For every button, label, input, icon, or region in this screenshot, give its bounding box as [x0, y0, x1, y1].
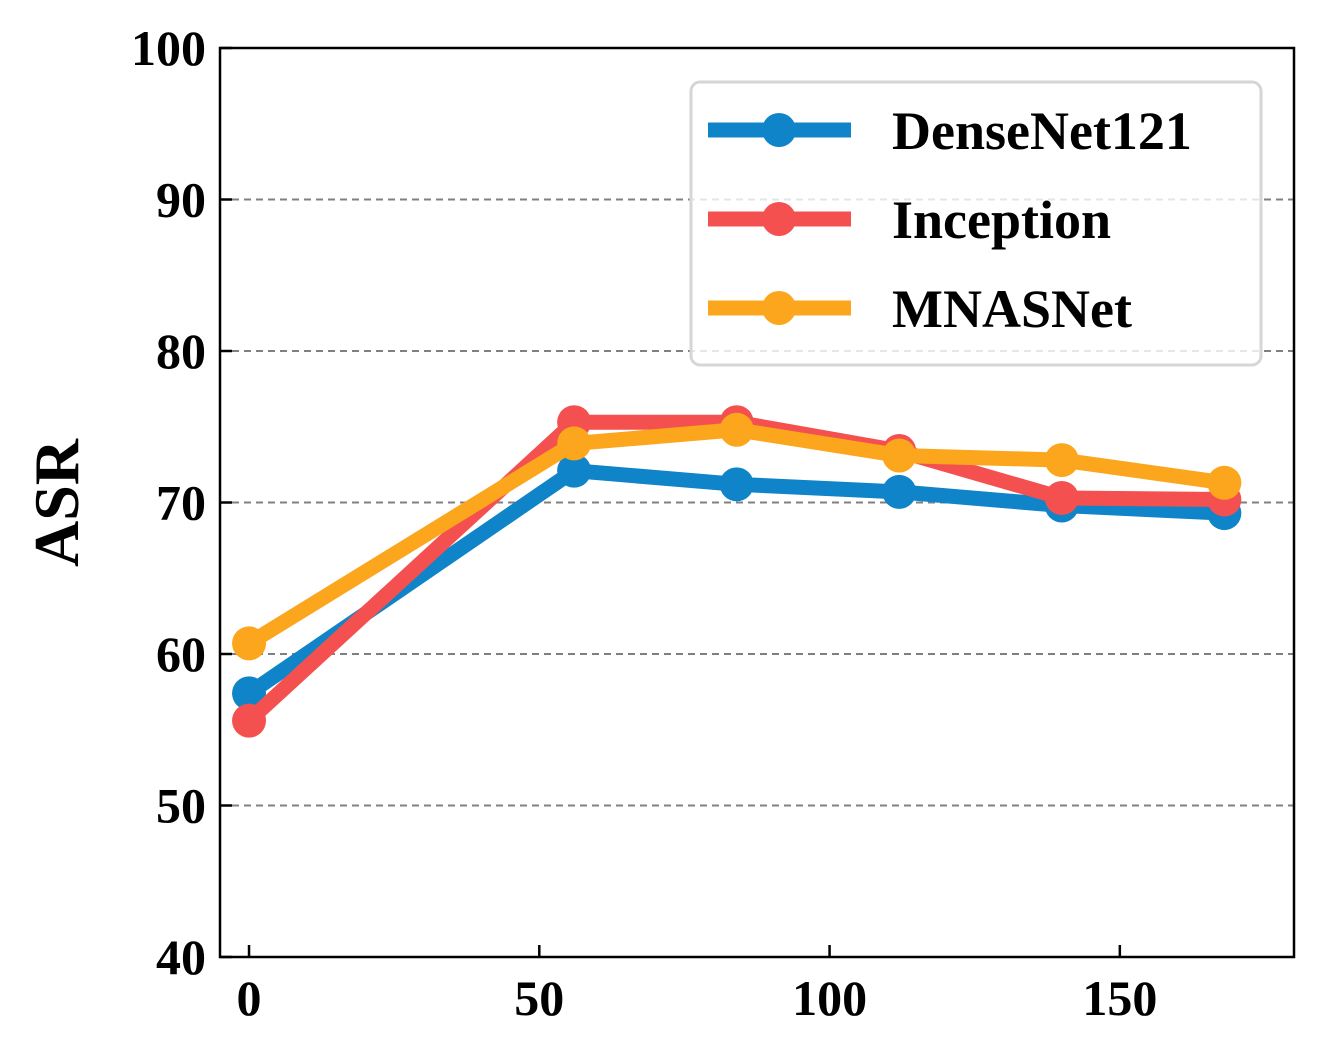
y-tick-label: 70: [156, 475, 206, 531]
legend-label: MNASNet: [892, 279, 1132, 339]
series-inception: [232, 405, 1242, 738]
data-point-mnasnet: [557, 426, 592, 461]
legend-item-densenet121: DenseNet121: [708, 101, 1192, 161]
data-point-inception: [232, 703, 267, 738]
y-tick-label: 60: [156, 626, 206, 682]
x-tick-label: 150: [1082, 970, 1157, 1026]
x-tick-label: 0: [237, 970, 262, 1026]
y-axis-title: ASR: [21, 438, 92, 567]
legend-item-mnasnet: MNASNet: [708, 279, 1132, 339]
series-line-densenet121: [244, 463, 1225, 700]
y-tick-label: 50: [156, 778, 206, 834]
legend-label: DenseNet121: [892, 101, 1192, 161]
data-point-densenet121: [232, 676, 267, 711]
legend-box: [689, 80, 1263, 367]
axis-ticks: 40 50 60 70 80 90 100 0 50 100 150: [131, 20, 1157, 1026]
legend: DenseNet121 Inception MNASNet: [689, 80, 1263, 367]
x-tick-label: 50: [514, 970, 564, 1026]
data-point-mnasnet: [1207, 465, 1242, 500]
series-group: [232, 405, 1242, 738]
legend-item-inception: Inception: [708, 190, 1111, 250]
data-point-mnasnet: [232, 626, 267, 661]
data-point-mnasnet: [882, 438, 917, 473]
series-mnasnet: [232, 412, 1242, 661]
legend-label: Inception: [892, 190, 1111, 250]
series-line-mnasnet: [245, 422, 1226, 650]
y-tick-label: 100: [131, 20, 206, 76]
y-tick-label: 40: [156, 929, 206, 985]
legend-swatch-marker: [762, 291, 796, 325]
x-tick-label: 100: [792, 970, 867, 1026]
legend-swatch-marker: [762, 202, 796, 236]
data-point-densenet121: [719, 467, 754, 502]
data-point-densenet121: [557, 453, 592, 488]
y-tick-label: 80: [156, 323, 206, 379]
data-point-mnasnet: [1044, 443, 1079, 478]
data-point-densenet121: [882, 474, 917, 509]
y-tick-label: 90: [156, 172, 206, 228]
data-point-mnasnet: [719, 412, 754, 447]
data-point-inception: [1044, 480, 1079, 515]
legend-swatch-marker: [762, 113, 796, 147]
